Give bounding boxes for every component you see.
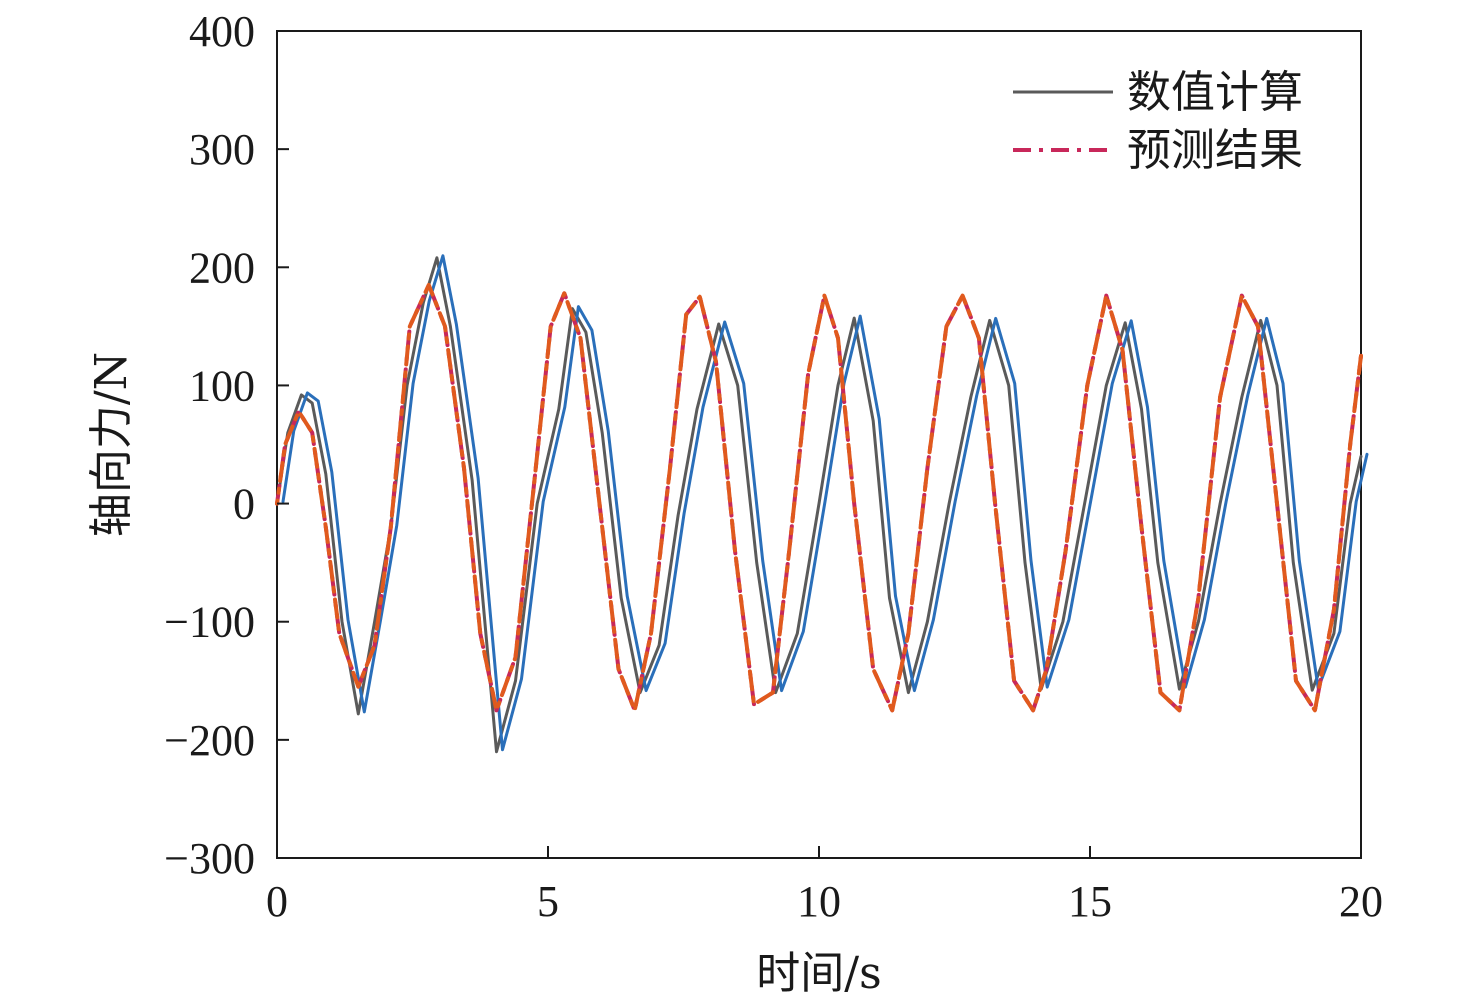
x-tick-label: 5 — [537, 877, 559, 926]
y-tick-label: 400 — [189, 7, 255, 56]
y-tick-label: 100 — [189, 361, 255, 410]
series-line-1-secondary — [281, 254, 1369, 752]
legend-label-2: 预测结果 — [1127, 125, 1303, 176]
x-tick-label: 20 — [1339, 877, 1383, 926]
x-tick-label: 15 — [1068, 877, 1112, 926]
y-axis-title: 轴向力/N — [86, 352, 137, 537]
x-axis-title: 时间/s — [756, 948, 881, 999]
x-tick-label: 10 — [797, 877, 841, 926]
series-line-1-primary — [275, 256, 1363, 754]
y-tick-label: −100 — [164, 598, 255, 647]
series-line-2-secondary — [275, 283, 1363, 713]
series-layer — [275, 254, 1369, 754]
y-tick-label: 200 — [189, 243, 255, 292]
y-tick-label: 0 — [233, 480, 255, 529]
x-tick-label: 0 — [266, 877, 288, 926]
y-tick-label: 300 — [189, 125, 255, 174]
y-tick-label: −200 — [164, 716, 255, 765]
legend-label-1: 数值计算 — [1127, 67, 1303, 118]
y-tick-label: −300 — [164, 834, 255, 883]
